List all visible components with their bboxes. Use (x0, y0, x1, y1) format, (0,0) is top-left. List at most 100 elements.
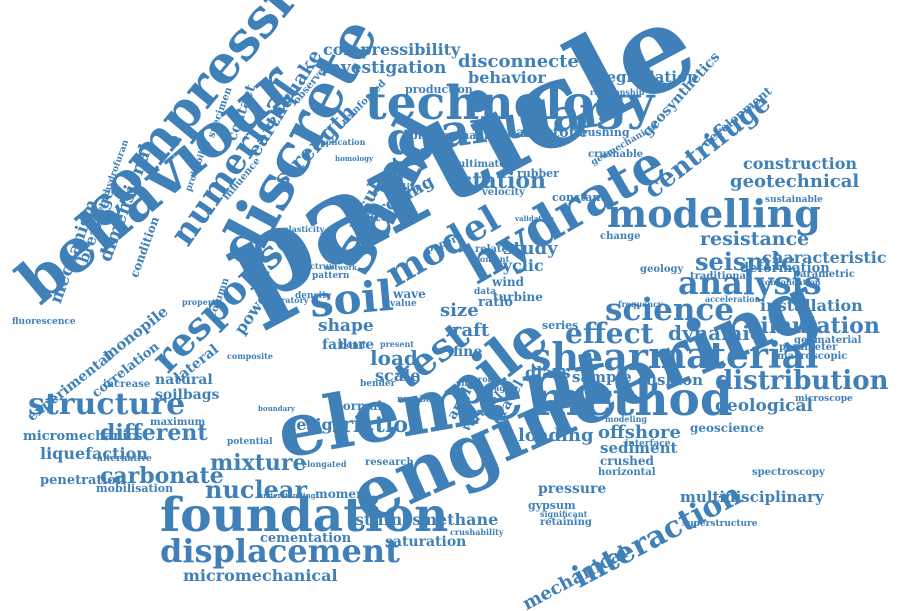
word-value: value (390, 299, 417, 309)
word-interface: interface (625, 439, 671, 449)
word-moment: moment (315, 487, 371, 501)
word-effect: effect (565, 317, 654, 350)
word-crushing: crushing (575, 126, 630, 139)
word-network: network (325, 263, 358, 272)
word-different: different (100, 420, 208, 446)
word-shaft: shaft (456, 379, 482, 389)
word-density: density (295, 291, 332, 301)
word-property: property (182, 297, 221, 307)
word-series: series (542, 319, 579, 332)
word-shear: shear (530, 334, 648, 379)
word-material: material (648, 335, 819, 377)
word-data: data (474, 287, 497, 297)
word-failure: failure (322, 337, 375, 353)
word-technology: technology (365, 76, 655, 131)
word-rubber: rubber (517, 167, 559, 180)
word-bond: bond (340, 341, 366, 351)
word-characteristic: characteristic (762, 248, 887, 267)
word-ratio: ratio (478, 295, 513, 310)
word-laboratory: laboratory (262, 295, 309, 305)
word-wave: wave (393, 287, 426, 301)
word-crushed: crushed (600, 454, 654, 468)
word-retaining: retaining (540, 517, 592, 528)
word-alternative: alternative (97, 454, 152, 464)
word-significant: significant (540, 509, 588, 519)
word-horizontal: horizontal (598, 467, 656, 478)
word-displacement: displacement (160, 532, 400, 570)
word-gypsum: gypsum (528, 499, 576, 512)
word-fine: fine (453, 344, 483, 360)
word-simulation: simulation (748, 313, 880, 339)
word-raft: raft (452, 320, 490, 341)
word-friction: friction (332, 412, 424, 438)
word-size: size (440, 300, 479, 321)
word-scale: scale (375, 366, 421, 385)
word-application: application (315, 137, 366, 147)
word-turbine: turbine (493, 290, 543, 304)
word-traditional: traditional (690, 271, 750, 282)
word-stiffness: stiffness (355, 510, 431, 529)
word-shape: shape (318, 316, 374, 336)
word-loading: loading (518, 425, 594, 446)
word-study: study (503, 238, 558, 259)
word-crushability: crushability (450, 527, 504, 537)
word-seismic: seismic (695, 247, 796, 276)
word-method: method (533, 372, 733, 427)
word-geomaterial: geomaterial (794, 335, 862, 346)
word-microscope: microscope (795, 394, 853, 404)
word-geology: geology (640, 264, 684, 275)
word-increase: increase (103, 379, 151, 390)
word-analysis: analysis (678, 264, 822, 302)
word-understanding: understanding (258, 491, 316, 500)
word-research: research (365, 457, 414, 468)
word-micromechanics: micromechanics (23, 429, 143, 444)
word-degradation: degradation (596, 68, 698, 86)
word-modelling: modelling (607, 191, 821, 236)
word-penetration: penetration (40, 473, 126, 488)
word-carbonate: carbonate (100, 463, 224, 489)
word-compressibility: compressibility (323, 40, 461, 59)
word-cementation: cementation (260, 531, 352, 546)
word-wind: wind (492, 275, 525, 289)
word-homology: homology (335, 154, 374, 163)
word-composite: composite (227, 351, 273, 361)
word-disconnected: disconnected (458, 51, 592, 72)
word-nuclear: nuclear (205, 475, 308, 504)
word-elongated: elongated (302, 459, 347, 469)
word-soilbags: soilbags (155, 387, 220, 403)
word-load: load (370, 346, 418, 370)
word-distribution: distribution (715, 366, 889, 396)
word-change: change (600, 231, 641, 242)
word-robin: robin (478, 374, 502, 384)
word-geotechnical: geotechnical (730, 171, 860, 192)
word-sample: sample (572, 368, 632, 386)
word-methane: methane (420, 510, 499, 529)
word-number: number (397, 395, 437, 405)
word-liquefaction: liquefaction (40, 444, 148, 463)
word-cyclic: cyclic (493, 256, 544, 275)
word-related: related (475, 244, 515, 255)
word-physical: physical (410, 129, 461, 142)
word-velocity: velocity (482, 187, 525, 198)
word-multidisciplinary: multidisciplinary (680, 488, 824, 506)
word-content: content (475, 254, 510, 264)
word-station: station (460, 168, 546, 194)
word-present: present (380, 339, 415, 349)
word-mobilisation: mobilisation (96, 482, 174, 495)
word-maximum: maximum (150, 417, 206, 428)
word-science: science (605, 292, 734, 328)
word-stability: stability (375, 183, 421, 194)
word-dynamic: dynamic (668, 321, 763, 345)
word-constant: constant (552, 191, 606, 204)
word-offshore: offshore (598, 422, 681, 443)
word-consolidation: consolidation (760, 277, 821, 287)
word-pressure: pressure (538, 481, 607, 497)
word-micromechanical: micromechanical (183, 566, 338, 585)
word-deformation: deformation (740, 261, 830, 276)
word-natural: natural (155, 372, 213, 388)
word-behavior: behavior (468, 68, 546, 87)
word-design: design (285, 415, 345, 434)
word-production: production (405, 83, 473, 96)
word-sandstone: sandstone (508, 125, 588, 141)
